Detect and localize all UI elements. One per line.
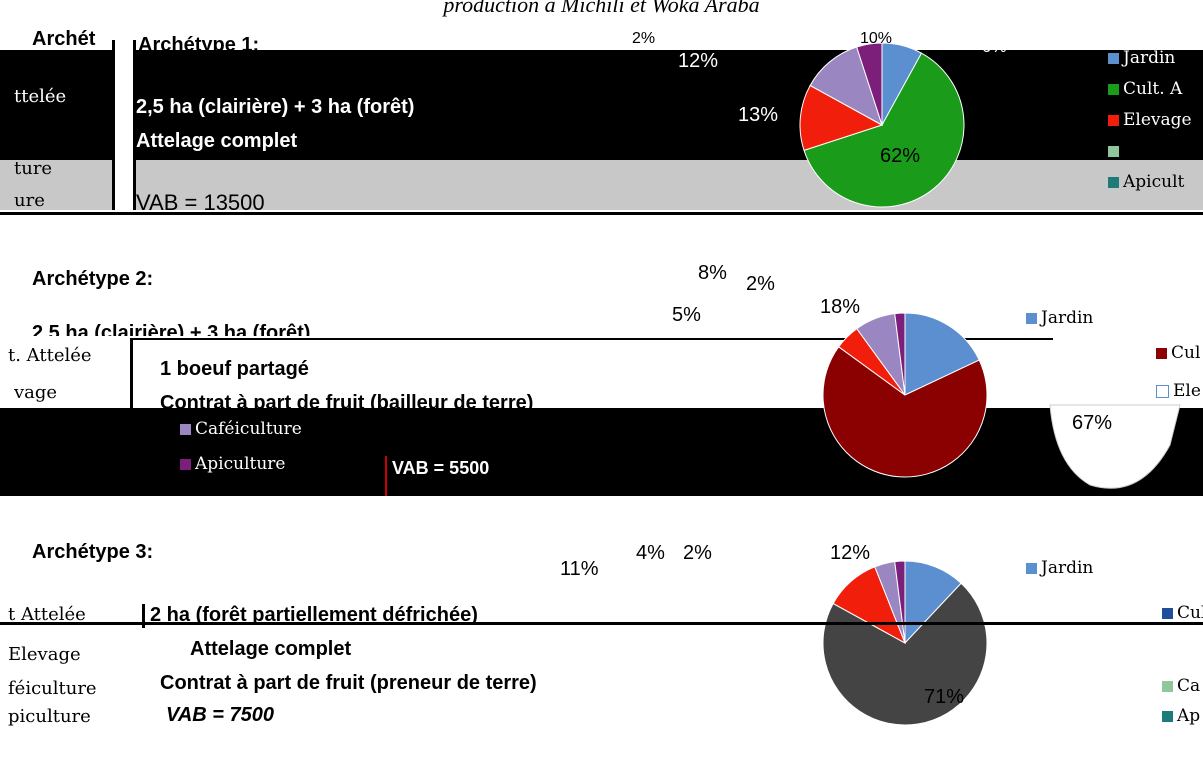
pie2-label-elevage: 5% <box>672 304 701 326</box>
legend-swatch-icon <box>1026 312 1037 324</box>
panel2-top-rule <box>0 212 1203 215</box>
panel1-dark-band <box>0 50 1203 160</box>
legend-swatch-icon <box>1162 680 1173 692</box>
panel3-rule-tick <box>142 604 145 628</box>
pie1-label-apiculture: 5% <box>742 35 767 54</box>
panel1-legend-elevage: Elevage <box>1108 110 1192 130</box>
panel2-legend-cafeiculture: Caféiculture <box>180 419 302 439</box>
panel2-note-3: Contrat à part de fruit (bailleur de ter… <box>160 392 534 408</box>
panel1-left-item-1: ttelée <box>14 86 67 107</box>
panel3-left-item-1: t Attelée <box>8 604 86 625</box>
legend-swatch-icon <box>1162 710 1173 722</box>
panel2-dark-band <box>0 408 1203 496</box>
legend-swatch-icon <box>1026 562 1037 574</box>
panel3-legend-cafeiculture: Ca <box>1162 676 1200 696</box>
panel3-header: Archétype 3: <box>32 541 154 563</box>
panel3-rule <box>0 622 1203 625</box>
panel2-frame <box>130 338 1053 410</box>
panel1-left-item-2: ture <box>14 158 53 179</box>
pie1-label-cafeiculture: 12% <box>678 50 719 72</box>
panel1-legend-apiculture: Apicult <box>1108 172 1192 192</box>
pie1-extra-label-2pct: 2% <box>632 30 656 47</box>
panel3-note-3: Contrat à part de fruit (preneur de terr… <box>160 672 537 694</box>
panel3-legend-cult: Cul <box>1162 603 1203 623</box>
legend-swatch-icon <box>1108 176 1119 188</box>
pie3-label-cult-attelee: 71% <box>924 686 965 708</box>
panel1-left-item-3: ure <box>14 190 45 211</box>
pie2-label-cult-attelee: 67% <box>1072 412 1113 434</box>
panel1-legend-cult: Cult. A <box>1108 79 1192 99</box>
legend-swatch-icon <box>1156 347 1167 359</box>
legend-swatch-icon <box>1156 384 1169 398</box>
panel1-legend-cafeiculture: Caféicu <box>1108 141 1192 161</box>
pie-slice-caf-iculture <box>809 46 883 127</box>
panel1-grey-band <box>0 160 1203 210</box>
panel2-legend-top: Jardin <box>1026 308 1093 328</box>
pie-chart-archetype-3 <box>822 560 988 726</box>
pie-chart-archetype-1 <box>799 42 965 208</box>
legend-swatch-icon <box>180 458 191 470</box>
pie-slice-jardin <box>904 312 980 396</box>
pie-slice-apiculture <box>856 42 883 126</box>
panel1-header: Archétype 1: <box>138 34 260 56</box>
panel2-note-2: 1 boeuf partagé <box>160 358 309 380</box>
pie3-label-elevage: 11% <box>560 558 599 580</box>
panel3-left-item-4: piculture <box>8 706 91 727</box>
panel3-legend-jardin: Jardin <box>1026 558 1093 578</box>
panel2-legend-jardin: Jardin <box>1026 308 1093 328</box>
pie1-extra-label-0pct: 0% <box>982 37 1007 56</box>
pie3-label-cafeiculture: 4% <box>636 542 665 564</box>
panel2-legend-elevage: Ele <box>1156 381 1201 401</box>
figure-caption: production à Michili et Woka Araba <box>443 0 760 17</box>
pie3-label-jardin: 12% <box>830 542 871 564</box>
panel2-red-mark <box>385 456 387 496</box>
panel1-legend: Jardin Cult. A Elevage Caféicu Apicult <box>1108 48 1192 192</box>
panel2-vab: VAB = 5500 <box>392 458 490 478</box>
pie-slice-cult-attel-e <box>803 52 965 208</box>
pie2-label-cafeiculture: 8% <box>698 262 727 284</box>
panel1-vab: VAB = 13500 <box>136 190 265 215</box>
pie2-white-blob <box>1049 404 1181 489</box>
legend-swatch-icon <box>1162 607 1173 619</box>
panel2-legend-apiculture: Apiculture <box>180 454 285 474</box>
panel1-legend-jardin: Jardin <box>1108 48 1192 68</box>
panel1-frame <box>112 40 136 210</box>
pie1-extra-label-10pct: 10% <box>860 30 893 47</box>
legend-swatch-icon <box>1108 83 1119 95</box>
pie1-label-elevage: 13% <box>738 104 779 126</box>
panel1-note-2: Attelage complet <box>136 130 298 152</box>
panel3-left-item-2: Elevage <box>8 644 81 665</box>
panel3-vab: VAB = 7500 <box>166 704 275 726</box>
panel3-left-item-3: féiculture <box>8 678 97 699</box>
panel2-left-item-1: t. Attelée <box>8 345 92 366</box>
legend-swatch-icon <box>180 423 191 435</box>
pie-slice-apiculture <box>894 312 906 396</box>
pie-slice-cult-attel-e <box>822 582 988 726</box>
pie-chart-archetype-2 <box>822 312 988 478</box>
panel2-header: Archétype 2: <box>32 268 154 290</box>
panel2-note-1: 2,5 ha (clairière) + 3 ha (forêt) <box>32 322 311 336</box>
pie2-label-jardin: 18% <box>820 296 861 318</box>
panel1-note-1: 2,5 ha (clairière) + 3 ha (forêt) <box>136 96 415 118</box>
legend-swatch-icon <box>1108 114 1119 126</box>
pie1-label-cult-attelee: 62% <box>880 145 921 167</box>
panel2-left-item-2: vage <box>14 382 58 403</box>
pie3-label-apiculture: 2% <box>683 542 712 564</box>
legend-swatch-icon <box>1108 145 1119 157</box>
panel3-note-2: Attelage complet <box>190 638 352 660</box>
panel3-legend-apiculture: Ap <box>1162 706 1200 726</box>
pie2-label-apiculture: 2% <box>746 273 775 295</box>
panel1-header-clip: Archét <box>32 28 96 50</box>
panel2-legend-cult: Cul <box>1156 343 1200 363</box>
pie-slice-elevage <box>799 84 884 151</box>
pie-slice-cult-attel-e <box>822 346 988 478</box>
legend-swatch-icon <box>1108 52 1119 64</box>
panel3-note-1: 2 ha (forêt partiellement défrichée) <box>150 604 478 626</box>
